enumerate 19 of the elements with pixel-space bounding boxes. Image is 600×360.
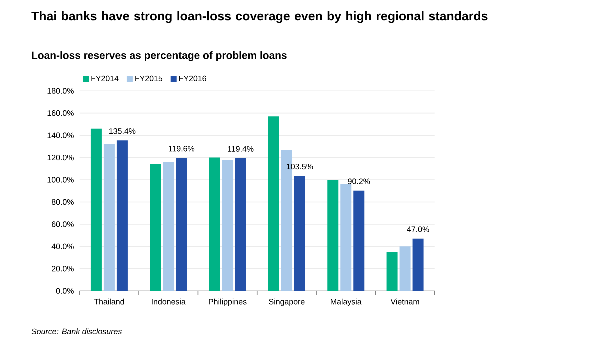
- bar: [340, 184, 352, 292]
- bar: [235, 158, 246, 292]
- bar: [176, 158, 188, 292]
- bar: [268, 116, 280, 292]
- bar: [412, 238, 424, 292]
- chart-title: Thai banks have strong loan-loss coverage even by high regional standards: [32, 12, 488, 24]
- bar: [163, 162, 174, 292]
- bar: [354, 190, 365, 292]
- bar: [90, 128, 102, 292]
- bar: [104, 144, 115, 292]
- chart-subtitle: Loan-loss reserves as percentage of problem loans: [32, 52, 287, 62]
- bar: [328, 180, 339, 292]
- bar: [294, 176, 306, 292]
- bar: [209, 158, 220, 292]
- bar: [116, 140, 128, 292]
- bar: [400, 246, 411, 292]
- bar: [150, 164, 162, 292]
- bar: [386, 252, 398, 292]
- bar: [222, 160, 234, 292]
